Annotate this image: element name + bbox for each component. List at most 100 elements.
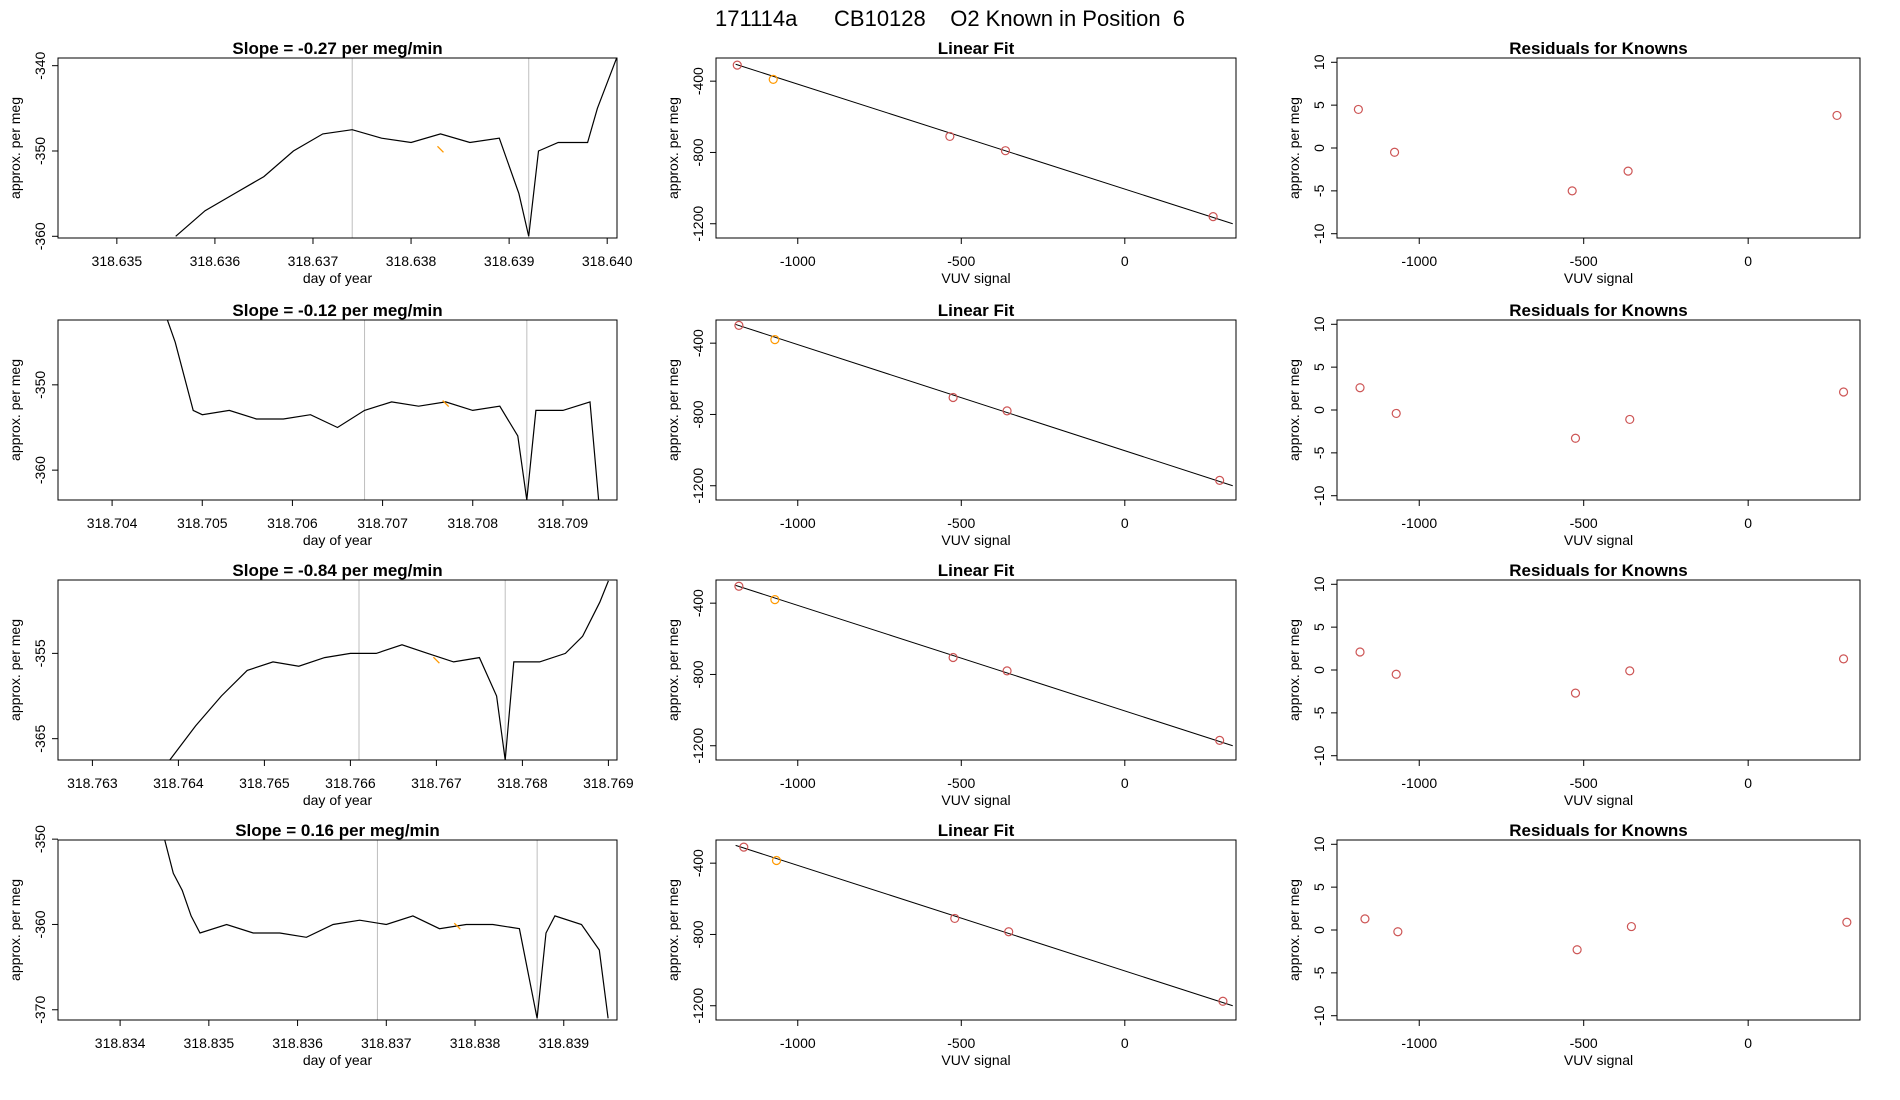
chart-panel: -1000 -500 0 10 5 0 -5 -10 Residuals for Knowns V…: [1286, 821, 1861, 1068]
y-tick-label: -1200: [690, 468, 706, 504]
y-tick-label: -350: [32, 137, 48, 165]
y-tick-label: 10: [1311, 576, 1327, 592]
y-tick-label: -370: [32, 996, 48, 1024]
x-tick-label: -1000: [1401, 515, 1437, 531]
y-tick-label: -1200: [690, 988, 706, 1024]
data-point: [771, 855, 782, 866]
y-axis-label: approx. per meg: [1286, 359, 1302, 461]
data-point: [948, 652, 958, 663]
x-tick-label: 0: [1744, 1035, 1752, 1051]
chart-panel: -1000 -500 0 -400 -800 -1200 Linear Fit VUV sig…: [665, 39, 1237, 286]
x-tick-label: -1000: [780, 515, 816, 531]
panel-grid: 318.635 318.636 318.637 318.638 318.639 318.6…: [7, 39, 1861, 1068]
data-point: [1626, 921, 1636, 932]
x-axis-label: day of year: [303, 532, 373, 548]
x-axis-label: VUV signal: [941, 532, 1010, 548]
chart-panel: -1000 -500 0 -400 -800 -1200 Linear Fit VUV sig…: [665, 821, 1237, 1068]
data-point: [768, 74, 778, 84]
data-point: [1832, 110, 1842, 121]
x-tick-label: -500: [1570, 1035, 1598, 1051]
data-point: [1355, 383, 1365, 393]
data-point: [1391, 669, 1401, 679]
x-tick-label: 0: [1121, 253, 1129, 269]
x-tick-label: -1000: [780, 775, 816, 791]
chart-panel: 318.763 318.764 318.765 318.766 318.767 318.7…: [7, 561, 634, 808]
data-point: [1570, 688, 1581, 698]
x-tick-label: 0: [1121, 515, 1129, 531]
x-axis-label: VUV signal: [1564, 1052, 1633, 1068]
plot-area: [164, 840, 609, 1020]
chart-panel: 318.704 318.705 318.706 318.707 318.708 318.7…: [7, 301, 618, 548]
data-point: [1355, 647, 1365, 657]
highlight-point: [432, 656, 440, 664]
x-tick-label: 318.709: [538, 515, 589, 531]
y-tick-label: 0: [1311, 406, 1327, 414]
plot-frame: [715, 319, 1237, 501]
data-point: [1000, 146, 1011, 156]
plot-frame: [57, 57, 618, 239]
y-axis-label: approx. per meg: [7, 359, 23, 461]
y-tick-label: -400: [690, 67, 706, 95]
panel-title: Residuals for Knowns: [1509, 39, 1688, 58]
panel-title: Linear Fit: [938, 821, 1015, 840]
panel-title: Residuals for Knowns: [1509, 301, 1688, 320]
data-point: [1215, 735, 1225, 745]
x-tick-label: 0: [1744, 253, 1752, 269]
x-tick-label: 318.640: [582, 253, 633, 269]
data-point: [945, 131, 955, 142]
series-trace: [169, 580, 609, 760]
x-tick-label: 318.704: [87, 515, 138, 531]
x-tick-label: 318.834: [95, 1035, 146, 1051]
plot-area: [735, 842, 1233, 1007]
x-tick-label: -500: [1570, 775, 1598, 791]
y-tick-label: -10: [1311, 485, 1327, 505]
highlight-point: [437, 145, 444, 153]
chart-panel: -1000 -500 0 10 5 0 -5 -10 Residuals for Knowns V…: [1286, 561, 1861, 808]
x-axis-label: VUV signal: [941, 792, 1010, 808]
x-axis-label: day of year: [303, 270, 373, 286]
data-point: [1360, 914, 1370, 924]
data-point: [1215, 475, 1225, 485]
y-axis-label: approx. per meg: [665, 619, 681, 721]
fit-line: [735, 844, 1233, 1007]
y-tick-label: -5: [1311, 706, 1327, 719]
x-tick-label: 318.835: [184, 1035, 235, 1051]
data-point: [1838, 387, 1849, 397]
data-point: [1842, 917, 1852, 927]
x-axis-label: VUV signal: [1564, 532, 1633, 548]
panel-title: Slope = -0.27 per meg/min: [232, 39, 442, 58]
x-tick-label: 318.766: [325, 775, 376, 791]
y-axis-label: approx. per meg: [665, 97, 681, 199]
y-tick-label: -1200: [690, 206, 706, 242]
x-tick-label: 318.639: [484, 253, 535, 269]
highlight-point: [453, 922, 461, 930]
x-tick-label: 318.839: [538, 1035, 589, 1051]
plot-frame: [1336, 57, 1861, 239]
x-axis-label: VUV signal: [941, 1052, 1010, 1068]
x-axis-label: day of year: [303, 1052, 373, 1068]
x-axis-label: VUV signal: [941, 270, 1010, 286]
data-point: [1570, 433, 1581, 443]
y-tick-label: -400: [690, 329, 706, 357]
chart-panel: 318.834 318.835 318.836 318.837 318.838 318.8…: [7, 821, 618, 1068]
plot-frame: [1336, 319, 1861, 501]
data-point: [734, 320, 744, 330]
plot-frame: [57, 839, 618, 1021]
x-tick-label: 318.637: [288, 253, 339, 269]
x-tick-label: -500: [947, 515, 975, 531]
x-tick-label: 318.838: [450, 1035, 501, 1051]
plot-area: [732, 60, 1233, 225]
panel-title: Linear Fit: [938, 39, 1015, 58]
y-axis-label: approx. per meg: [1286, 619, 1302, 721]
series-trace: [166, 320, 600, 500]
x-tick-label: -500: [947, 775, 975, 791]
y-tick-label: 5: [1311, 883, 1327, 891]
data-point: [1572, 945, 1582, 955]
plot-area: [1355, 647, 1849, 698]
x-tick-label: 318.638: [386, 253, 437, 269]
data-point: [948, 392, 958, 403]
y-axis-label: approx. per meg: [1286, 97, 1302, 199]
x-tick-label: 0: [1744, 775, 1752, 791]
x-tick-label: 318.836: [272, 1035, 323, 1051]
